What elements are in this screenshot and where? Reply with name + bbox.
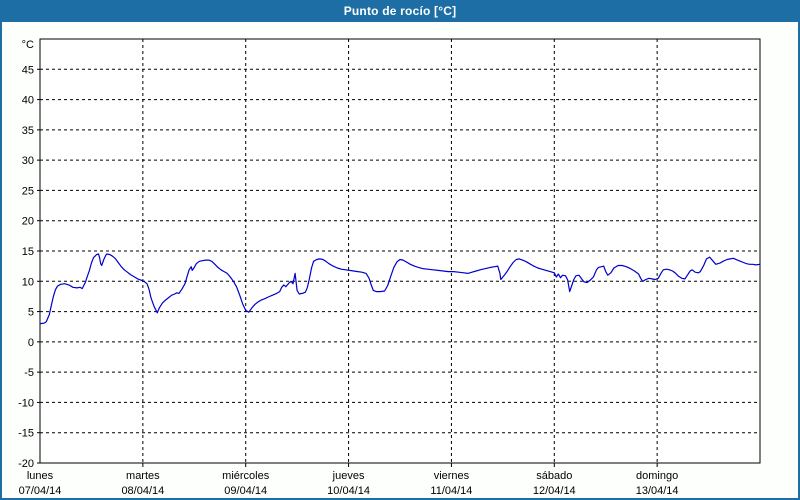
svg-text:20: 20 (22, 216, 34, 228)
svg-text:10: 10 (22, 276, 34, 288)
svg-text:25: 25 (22, 185, 34, 197)
x-day-date: 07/04/14 (19, 485, 62, 497)
svg-text:-15: -15 (18, 428, 34, 440)
x-grid-and-labels: lunes 07/04/14 martes 08/04/14 miércoles 09/0… (19, 39, 679, 497)
y-grid-and-labels: -20 -15 -10 -5 0 5 10 15 20 25 30 35 40 45 °C (18, 39, 760, 470)
svg-text:0: 0 (28, 337, 34, 349)
svg-text:30: 30 (22, 155, 34, 167)
x-day-date: 12/04/14 (533, 485, 576, 497)
x-day-name: lunes (27, 470, 54, 482)
chart-title: Punto de rocío [°C] (343, 4, 457, 18)
svg-text:35: 35 (22, 125, 34, 137)
x-day-date: 13/04/14 (636, 485, 679, 497)
svg-text:5: 5 (28, 307, 34, 319)
plot-frame (39, 38, 761, 464)
x-day-date: 11/04/14 (430, 485, 472, 497)
svg-text:-10: -10 (18, 397, 34, 409)
svg-text:15: 15 (22, 246, 34, 258)
y-axis-unit-label: °C (22, 39, 34, 51)
x-day-name: viernes (434, 470, 470, 482)
svg-text:-5: -5 (24, 367, 34, 379)
x-day-name: domingo (636, 470, 678, 482)
x-day-name: sábado (536, 470, 572, 482)
svg-text:40: 40 (22, 95, 34, 107)
x-day-date: 09/04/14 (224, 485, 267, 497)
x-day-name: miércoles (222, 470, 270, 482)
svg-text:-20: -20 (18, 458, 34, 470)
title-bar: Punto de rocío [°C] (0, 0, 800, 22)
x-day-name: jueves (332, 470, 365, 482)
x-day-date: 10/04/14 (327, 485, 370, 497)
series-line-dew-point (39, 253, 761, 325)
x-day-date: 08/04/14 (121, 485, 164, 497)
svg-text:45: 45 (22, 64, 34, 76)
x-day-name: martes (126, 470, 160, 482)
